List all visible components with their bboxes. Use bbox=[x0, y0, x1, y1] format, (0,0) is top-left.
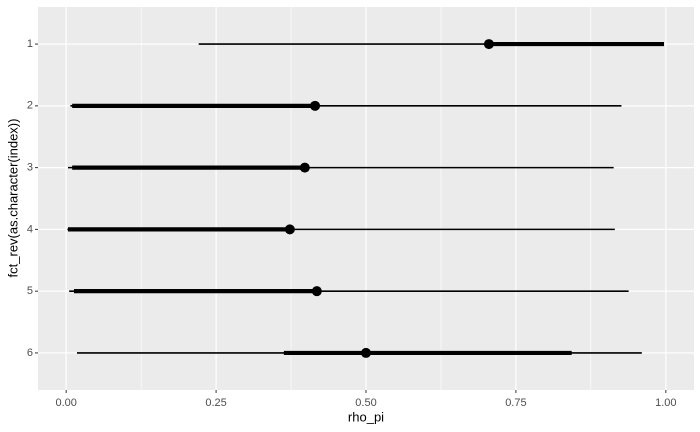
x-tick-label: 0.25 bbox=[205, 397, 226, 409]
y-tick-label: 4 bbox=[27, 223, 33, 235]
point bbox=[483, 39, 494, 50]
x-tick-label: 0.50 bbox=[355, 397, 376, 409]
x-tick-label: 0.00 bbox=[55, 397, 76, 409]
x-tick-label: 0.75 bbox=[505, 397, 526, 409]
y-tick-label: 1 bbox=[27, 38, 33, 50]
y-axis-title: fct_rev(as.character(index)) bbox=[5, 119, 20, 278]
point bbox=[311, 286, 322, 297]
point bbox=[310, 100, 321, 111]
point bbox=[284, 224, 295, 235]
y-tick-label: 2 bbox=[27, 100, 33, 112]
x-tick-label: 1.00 bbox=[655, 397, 676, 409]
y-tick-label: 3 bbox=[27, 162, 33, 174]
y-tick-label: 5 bbox=[27, 285, 33, 297]
point bbox=[299, 162, 310, 173]
point bbox=[361, 347, 371, 358]
y-tick-label: 6 bbox=[27, 347, 33, 359]
x-axis-title: rho_pi bbox=[348, 409, 384, 424]
